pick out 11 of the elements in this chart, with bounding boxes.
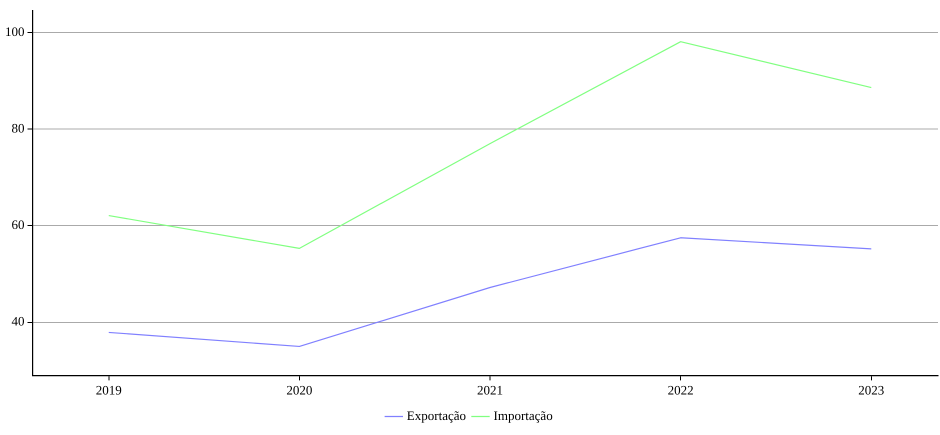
x-tick-label: 2023 (858, 382, 884, 398)
y-tick-label: 60 (12, 217, 24, 232)
legend-label: Importação (494, 408, 553, 423)
y-tick-label: 40 (12, 314, 24, 329)
y-tick-label: 80 (12, 120, 24, 136)
y-tick-label: 100 (5, 24, 24, 39)
x-tick-label: 2020 (286, 382, 312, 398)
x-tick-label: 2022 (668, 382, 694, 398)
x-tick-label: 2021 (477, 382, 504, 398)
x-tick-label: 2019 (96, 382, 122, 398)
legend-label: Exportação (406, 408, 466, 423)
